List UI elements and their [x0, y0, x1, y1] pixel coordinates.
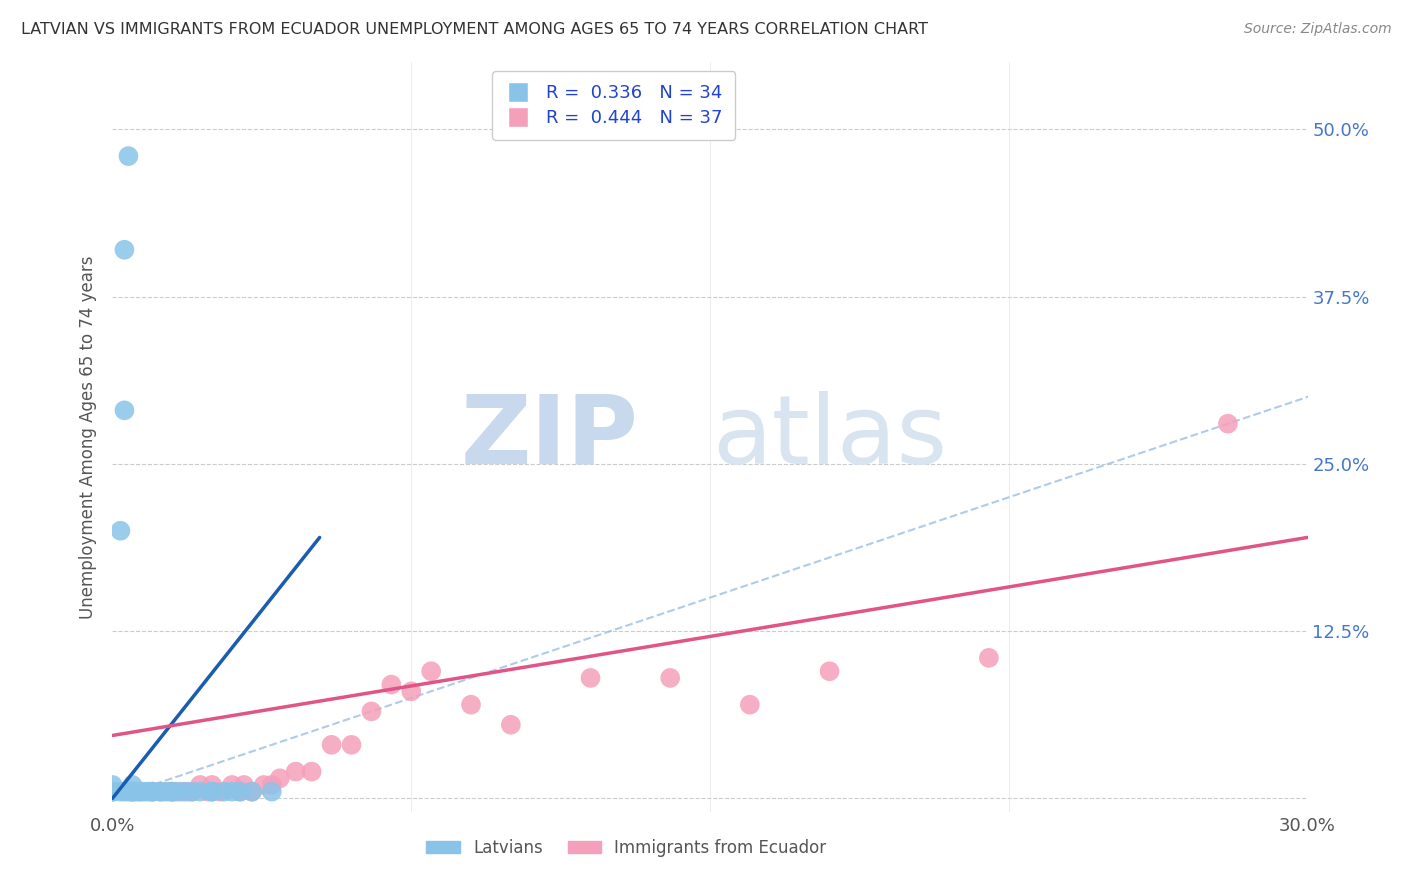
- Point: [201, 785, 224, 799]
- Point: [340, 738, 363, 752]
- Point: [284, 764, 307, 779]
- Point: [173, 785, 195, 799]
- Point: [1216, 417, 1239, 431]
- Point: [101, 785, 124, 799]
- Point: [141, 785, 163, 799]
- Point: [818, 664, 841, 679]
- Point: [260, 778, 283, 792]
- Text: atlas: atlas: [711, 391, 948, 483]
- Point: [117, 785, 139, 799]
- Point: [229, 785, 252, 799]
- Point: [121, 785, 143, 799]
- Point: [260, 785, 283, 799]
- Point: [240, 785, 263, 799]
- Point: [301, 764, 323, 779]
- Point: [579, 671, 602, 685]
- Point: [121, 785, 143, 799]
- Point: [209, 785, 232, 799]
- Point: [460, 698, 482, 712]
- Point: [110, 785, 132, 799]
- Text: ZIP: ZIP: [460, 391, 638, 483]
- Point: [181, 785, 204, 799]
- Text: LATVIAN VS IMMIGRANTS FROM ECUADOR UNEMPLOYMENT AMONG AGES 65 TO 74 YEARS CORREL: LATVIAN VS IMMIGRANTS FROM ECUADOR UNEMP…: [21, 22, 928, 37]
- Point: [188, 785, 211, 799]
- Point: [181, 785, 204, 799]
- Point: [149, 785, 172, 799]
- Point: [121, 778, 143, 792]
- Point: [321, 738, 343, 752]
- Point: [162, 785, 183, 799]
- Point: [114, 785, 135, 799]
- Text: Source: ZipAtlas.com: Source: ZipAtlas.com: [1244, 22, 1392, 37]
- Point: [420, 664, 443, 679]
- Point: [380, 678, 402, 692]
- Point: [129, 785, 152, 799]
- Point: [499, 717, 522, 731]
- Point: [141, 785, 163, 799]
- Point: [221, 785, 243, 799]
- Point: [221, 778, 243, 792]
- Point: [169, 785, 191, 799]
- Point: [201, 778, 224, 792]
- Point: [114, 243, 135, 257]
- Point: [977, 651, 1000, 665]
- Point: [134, 785, 156, 799]
- Point: [197, 785, 219, 799]
- Point: [162, 785, 183, 799]
- Point: [138, 785, 160, 799]
- Point: [201, 785, 224, 799]
- Point: [165, 785, 187, 799]
- Point: [121, 785, 143, 799]
- Point: [188, 778, 211, 792]
- Legend: Latvians, Immigrants from Ecuador: Latvians, Immigrants from Ecuador: [419, 832, 834, 863]
- Point: [129, 785, 152, 799]
- Point: [101, 785, 124, 799]
- Point: [401, 684, 423, 698]
- Point: [141, 785, 163, 799]
- Point: [101, 778, 124, 792]
- Point: [229, 785, 252, 799]
- Point: [659, 671, 682, 685]
- Point: [117, 149, 139, 163]
- Point: [360, 705, 382, 719]
- Point: [253, 778, 276, 792]
- Point: [157, 785, 180, 799]
- Point: [101, 785, 124, 799]
- Point: [125, 785, 148, 799]
- Y-axis label: Unemployment Among Ages 65 to 74 years: Unemployment Among Ages 65 to 74 years: [79, 255, 97, 619]
- Point: [240, 785, 263, 799]
- Point: [153, 785, 176, 799]
- Point: [269, 771, 291, 786]
- Point: [114, 403, 135, 417]
- Point: [162, 785, 183, 799]
- Point: [149, 785, 172, 799]
- Point: [233, 778, 256, 792]
- Point: [738, 698, 761, 712]
- Point: [177, 785, 200, 799]
- Point: [212, 785, 235, 799]
- Point: [110, 524, 132, 538]
